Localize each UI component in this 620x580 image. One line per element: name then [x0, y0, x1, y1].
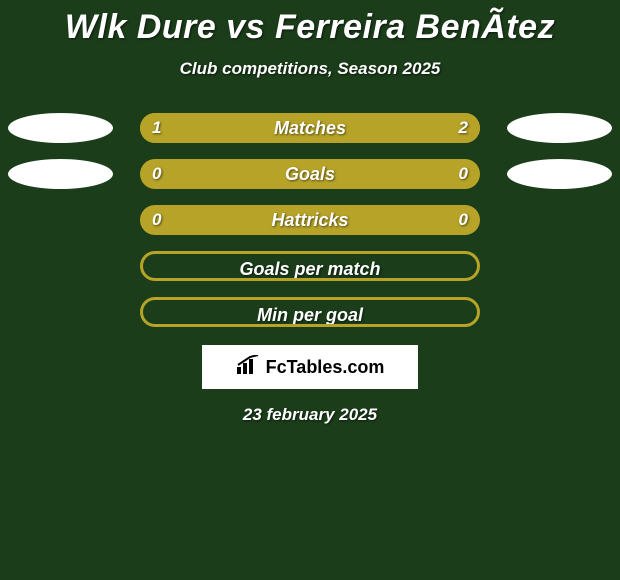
comparison-infographic: Wlk Dure vs Ferreira BenÃ­tez Club compe… [0, 0, 620, 580]
brand-badge[interactable]: FcTables.com [202, 345, 418, 389]
footer-date: 23 february 2025 [0, 405, 620, 425]
player-right-ellipse [507, 159, 612, 189]
stat-bar: 0 Goals 0 [140, 159, 480, 189]
stat-bar: Min per goal [140, 297, 480, 327]
stat-bar: 1 Matches 2 [140, 113, 480, 143]
stat-label: Hattricks [140, 205, 480, 235]
page-title: Wlk Dure vs Ferreira BenÃ­tez [0, 0, 620, 47]
stat-right-value: 0 [459, 159, 468, 189]
stat-label: Goals per match [143, 254, 477, 281]
player-left-ellipse [8, 113, 113, 143]
brand-label: FcTables.com [266, 357, 385, 378]
stat-row-goals-per-match: Goals per match [0, 247, 620, 293]
stat-row-goals: 0 Goals 0 [0, 155, 620, 201]
stat-row-matches: 1 Matches 2 [0, 109, 620, 155]
bar-chart-icon [236, 355, 260, 380]
player-left-ellipse [8, 159, 113, 189]
stat-row-hattricks: 0 Hattricks 0 [0, 201, 620, 247]
stat-label: Min per goal [143, 300, 477, 327]
stat-right-value: 0 [459, 205, 468, 235]
stat-row-min-per-goal: Min per goal [0, 293, 620, 339]
stat-bar: Goals per match [140, 251, 480, 281]
stat-label: Goals [140, 159, 480, 189]
stat-right-value: 2 [459, 113, 468, 143]
stat-label: Matches [140, 113, 480, 143]
player-right-ellipse [507, 113, 612, 143]
stat-bar: 0 Hattricks 0 [140, 205, 480, 235]
stat-rows: 1 Matches 2 0 Goals 0 [0, 109, 620, 339]
page-subtitle: Club competitions, Season 2025 [0, 59, 620, 79]
